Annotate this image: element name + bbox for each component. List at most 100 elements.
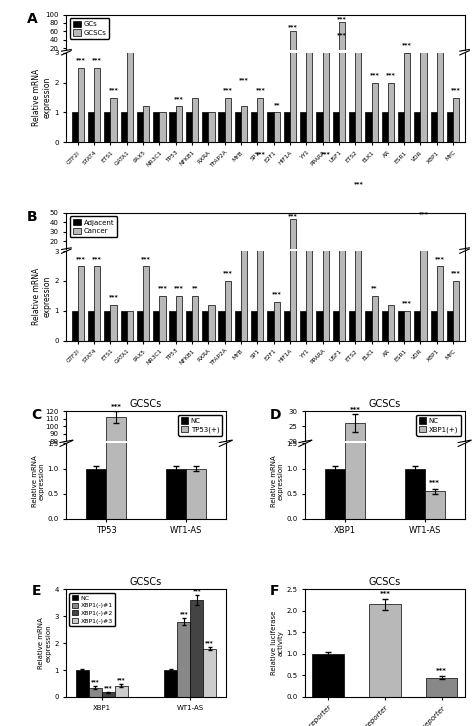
Bar [405,468,425,519]
Bar [273,302,280,340]
Bar [414,311,420,340]
Bar [257,162,264,340]
Bar [94,258,100,260]
Bar [420,256,427,260]
Bar [72,311,78,340]
Text: ***: *** [436,668,447,674]
Bar [430,311,437,340]
Bar [104,311,110,340]
Bar [78,258,84,260]
Bar [316,311,322,340]
Bar [219,311,225,340]
Text: ***: *** [174,285,183,290]
Bar [143,258,149,260]
Bar [437,266,443,340]
Bar [106,417,126,502]
Bar [316,259,322,260]
Text: ***: *** [288,25,298,30]
Title: GCSCs: GCSCs [369,399,401,409]
Bar [365,311,372,340]
Bar [235,311,241,340]
Bar [273,113,280,142]
Bar [349,113,355,142]
Text: ***: *** [354,182,363,186]
Text: ***: *** [350,407,360,413]
Bar [241,107,247,142]
Text: ***: *** [419,211,428,216]
Bar [166,501,186,502]
Bar [127,311,133,340]
Bar [127,54,133,57]
Text: ***: *** [337,16,347,21]
Bar [437,258,443,260]
Bar [127,259,133,260]
Bar [339,0,345,142]
Bar [398,259,404,260]
Bar [388,56,394,57]
Bar [120,311,127,340]
Text: F: F [270,584,280,598]
Bar [414,113,420,142]
Bar [88,113,94,142]
Bar [405,499,425,502]
Bar [306,248,312,260]
Bar [404,53,410,142]
Bar [104,113,110,142]
Bar [153,259,159,260]
Y-axis label: Relative mRNA
expression: Relative mRNA expression [271,455,283,507]
Bar [186,113,192,142]
Text: D: D [270,407,282,422]
Bar [365,259,372,260]
Text: ***: *** [76,256,86,261]
Title: GCSCs: GCSCs [130,399,162,409]
Bar [290,0,296,340]
Legend: NC, XBP1(-)#1, XBP1(-)#2, XBP1(-)#3: NC, XBP1(-)#1, XBP1(-)#2, XBP1(-)#3 [70,592,116,626]
Bar [137,113,143,142]
Text: ***: *** [255,87,265,92]
Bar [414,259,420,260]
Text: ***: *** [174,96,183,101]
Bar [176,107,182,142]
Bar [159,113,165,142]
Text: ***: *** [380,591,390,597]
Bar [241,87,247,340]
Bar [333,311,339,340]
Bar [186,259,192,260]
Bar [290,30,296,57]
Text: ***: *** [92,256,102,261]
Bar [355,192,361,340]
Bar [339,250,345,260]
Text: ***: *** [141,256,151,261]
Bar [388,258,394,260]
Bar [404,259,410,260]
Bar [284,113,290,142]
Bar [284,259,290,260]
Bar [164,670,177,697]
Bar [137,259,143,260]
Bar [219,113,225,142]
Bar [110,305,117,340]
Bar [209,305,215,340]
Bar [453,97,459,142]
Bar [170,113,176,142]
Legend: NC, TP53(+): NC, TP53(+) [178,415,222,436]
Bar [192,296,198,340]
Bar [372,83,378,142]
Text: ***: *** [429,480,440,486]
Bar [420,0,427,142]
Text: ***: *** [272,291,282,296]
Bar [339,22,345,57]
Legend: GCs, GCSCs: GCs, GCSCs [70,18,109,38]
Bar [382,311,388,340]
Bar [437,50,443,57]
Bar [322,162,329,340]
Bar [306,0,312,340]
Text: **: ** [371,285,378,290]
Bar [137,311,143,340]
Bar [345,423,365,502]
Text: ***: *** [223,87,233,92]
Bar [290,219,296,260]
Bar [225,258,231,260]
Bar [404,55,410,57]
Text: ***: *** [104,685,112,690]
